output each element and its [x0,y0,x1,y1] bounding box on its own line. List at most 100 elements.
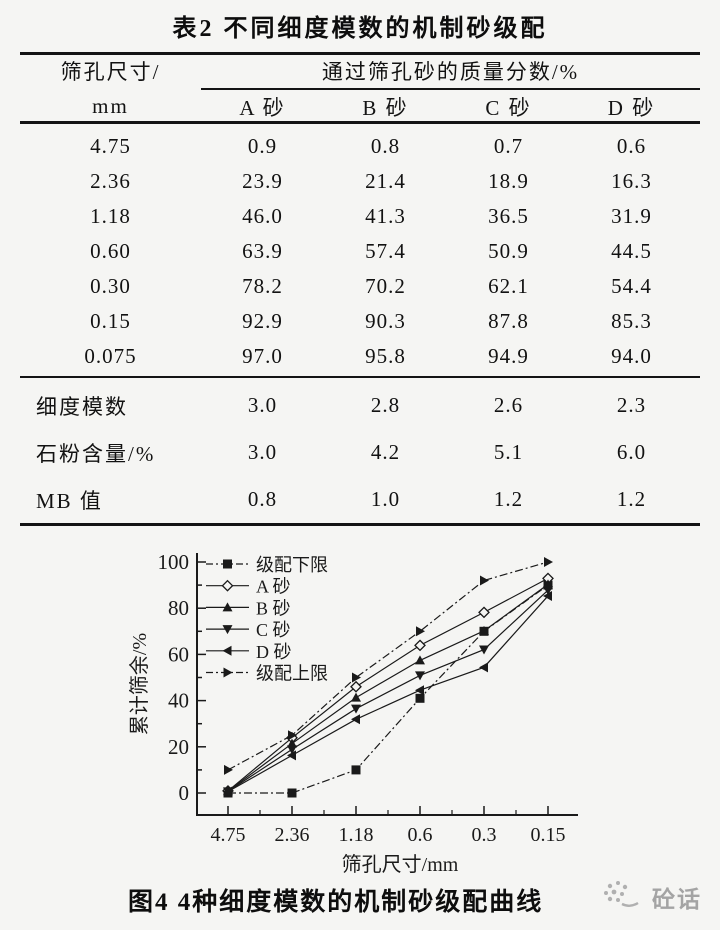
table-title: 表2 不同细度模数的机制砂级配 [172,16,548,42]
y-axis-label: 累计筛余/% [128,633,151,735]
table-cell: 36.5 [488,204,529,228]
col-header-mm-unit: mm [92,94,129,118]
col-header-sand-d: D 砂 [607,95,656,120]
watermark-text: 砼话 [652,887,702,912]
table-cell: 92.9 [242,309,283,333]
y-tick-label: 20 [168,735,189,759]
table-cell: 50.9 [488,239,529,263]
table-row: 2.36 23.9 21.4 18.9 16.3 [20,164,700,199]
table-cell: 16.3 [611,169,652,193]
col-header-sand-c: C 砂 [485,95,532,120]
legend-label: 级配下限 [256,555,328,575]
row-label: 0.60 [90,239,131,263]
table-row: 石粉含量/% 3.0 4.2 5.1 6.0 [20,429,700,476]
row-label: 2.36 [90,169,131,193]
table-cell: 97.0 [242,344,283,368]
series-级配上限 [224,557,553,775]
row-label: 0.30 [90,274,131,298]
table-cell: 2.6 [493,393,524,417]
table-rule-header-bottom [20,121,700,124]
table-cell: 62.1 [488,274,529,298]
table-cell: 0.6 [616,134,647,158]
table-cell: 1.2 [493,487,524,511]
row-label: 4.75 [90,134,131,158]
table-cell: 23.9 [242,169,283,193]
table-row: 0.15 92.9 90.3 87.8 85.3 [20,304,700,339]
table-cell: 0.7 [493,134,524,158]
series-B 砂 [223,579,553,796]
table-rule-bottom [20,523,700,526]
legend-label: B 砂 [256,598,291,618]
table-cell: 44.5 [611,239,652,263]
watermark: 砼话 [598,874,718,920]
table-cell: 63.9 [242,239,283,263]
table-cell: 57.4 [365,239,406,263]
watermark-logo-icon [604,881,639,907]
table-cell: 3.0 [247,440,278,464]
table-rule-mid [20,376,700,378]
table-cell: 3.0 [247,393,278,417]
table-cell: 94.9 [488,344,529,368]
table-cell: 95.8 [365,344,406,368]
legend-label: D 砂 [256,642,292,662]
row-label: 石粉含量/% [36,441,156,466]
table-cell: 6.0 [616,440,647,464]
col-header-sieve-size: 筛孔尺寸/ [60,60,161,84]
table-cell: 87.8 [488,309,529,333]
x-tick-label: 0.15 [531,824,566,846]
table-cell: 85.3 [611,309,652,333]
table-cell: 21.4 [365,169,406,193]
table-cell: 70.2 [365,274,406,298]
y-tick-label: 60 [168,642,189,666]
x-tick-label: 1.18 [339,824,374,846]
table-row: 1.18 46.0 41.3 36.5 31.9 [20,199,700,234]
table-row: 4.75 0.9 0.8 0.7 0.6 [20,129,700,164]
legend-label: 级配上限 [256,664,328,684]
row-label: 0.15 [90,309,131,333]
table-cell: 4.2 [370,440,401,464]
x-tick-label: 0.3 [472,824,497,846]
table-row: 细度模数 3.0 2.8 2.6 2.3 [20,382,700,429]
table-cell: 1.2 [616,487,647,511]
table-cell: 0.8 [370,134,401,158]
table-cell: 46.0 [242,204,283,228]
x-tick-label: 2.36 [275,824,310,846]
table-rule-subheader [201,88,700,90]
col-header-sand-b: B 砂 [362,95,409,120]
row-label: 1.18 [90,204,131,228]
row-label: 细度模数 [36,394,128,419]
x-tick-label: 4.75 [211,824,246,846]
table-cell: 0.8 [247,487,278,511]
table-summary-body: 细度模数 3.0 2.8 2.6 2.3 石粉含量/% 3.0 4.2 5.1 6.0 MB 值 0.… [20,379,700,523]
series-D 砂 [223,590,552,797]
table-cell: 78.2 [242,274,283,298]
table-cell: 0.9 [247,134,278,158]
table-cell: 41.3 [365,204,406,228]
table-cell: 5.1 [493,440,524,464]
series-C 砂 [223,586,553,797]
row-label: 0.075 [84,344,137,368]
row-label: MB 值 [36,488,103,513]
table-cell: 1.0 [370,487,401,511]
y-tick-label: 0 [179,781,190,805]
x-tick-label: 0.6 [408,824,433,846]
gradation-chart: 0 20 40 60 80 100 4.75 2.36 1.18 0.6 0.3 0.15 筛孔尺寸/m… [128,550,578,876]
figure-caption: 图4 4种细度模数的机制砂级配曲线 [128,889,544,916]
y-tick-label: 80 [168,596,189,620]
table-row: 0.075 97.0 95.8 94.9 94.0 [20,339,700,374]
legend-label: C 砂 [256,620,291,640]
y-tick-label: 100 [158,550,190,574]
x-axis-label: 筛孔尺寸/mm [342,853,459,876]
table-cell: 18.9 [488,169,529,193]
y-tick-label: 40 [168,689,189,713]
legend-label: A 砂 [256,577,291,597]
col-header-sand-a: A 砂 [239,95,286,120]
table-rule-top [20,52,700,55]
table-cell: 94.0 [611,344,652,368]
table-subheader-row: A 砂 B 砂 C 砂 D 砂 [201,92,700,121]
table-row: MB 值 0.8 1.0 1.2 1.2 [20,476,700,523]
table-cell: 54.4 [611,274,652,298]
col-header-passing-fraction: 通过筛孔砂的质量分数/% [321,60,580,84]
